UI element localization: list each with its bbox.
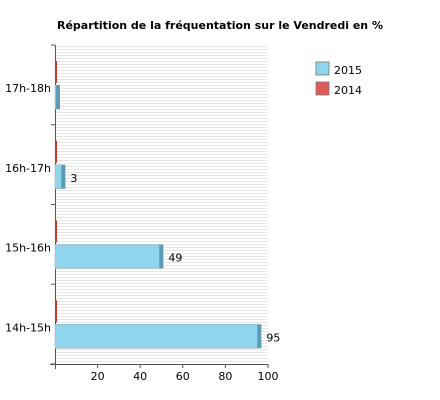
bar-2014 xyxy=(55,61,57,83)
legend: 2015 2014 xyxy=(315,61,362,97)
bar-2015 xyxy=(54,164,62,189)
legend-swatch-2014 xyxy=(315,81,330,96)
data-label: 95 xyxy=(266,331,280,344)
x-tick-label: 60 xyxy=(176,370,190,383)
bar-2015 xyxy=(54,324,258,349)
x-tick-label: 80 xyxy=(218,370,232,383)
bar-2015-edge xyxy=(257,324,262,349)
legend-label-2015: 2015 xyxy=(334,64,362,77)
data-label: 3 xyxy=(70,172,77,185)
bar-2014 xyxy=(55,300,57,323)
x-tick-label: 40 xyxy=(133,370,147,383)
bar-2014 xyxy=(55,140,57,163)
grid-stripes xyxy=(55,45,268,364)
chart-title: Répartition de la fréquentation sur le V… xyxy=(57,19,383,32)
bar-2015 xyxy=(54,84,57,110)
bars: 3 49 95 xyxy=(54,61,280,349)
y-tick-label: 15h-16h xyxy=(5,242,51,255)
axes: 20 40 60 80 100 17h-18h 16h-17h 15h-16h 14h-15h xyxy=(5,44,279,383)
x-tick-label: 100 xyxy=(258,370,279,383)
y-tick-label: 16h-17h xyxy=(5,162,51,175)
bar-2015-edge xyxy=(61,164,66,189)
x-tick-label: 20 xyxy=(91,370,105,383)
bar-2014 xyxy=(55,220,57,243)
bar-2015-edge xyxy=(159,244,164,269)
y-tick-label: 17h-18h xyxy=(5,82,51,95)
bar-2015 xyxy=(54,244,160,269)
legend-swatch-2015 xyxy=(315,61,330,76)
legend-label-2014: 2014 xyxy=(334,84,362,97)
y-tick-label: 14h-15h xyxy=(5,321,51,334)
bar-2015-edge xyxy=(56,85,60,109)
data-label: 49 xyxy=(168,252,182,265)
